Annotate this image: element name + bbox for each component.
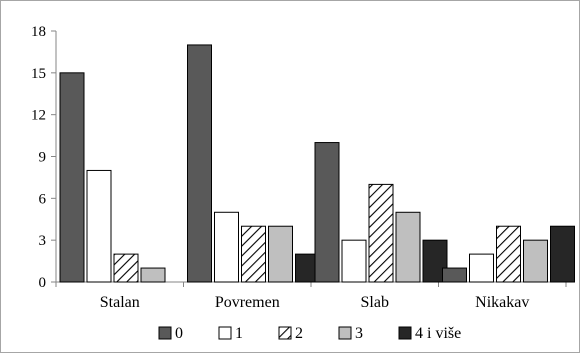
legend-swatch xyxy=(218,326,232,340)
bar-series-0-povremen xyxy=(187,44,212,283)
bar-series-3-nikakav xyxy=(523,239,548,283)
x-category-label: Slab xyxy=(361,294,389,311)
bars-group xyxy=(59,44,575,283)
bar-series-1-slab xyxy=(341,239,367,283)
bar-series-0-stalan xyxy=(59,72,85,283)
axes xyxy=(51,30,567,287)
bar-series-0-slab xyxy=(314,142,340,283)
legend-label: 3 xyxy=(355,325,363,342)
bar-series-2-nikakav xyxy=(496,225,521,283)
bar-series-0-nikakav xyxy=(442,267,467,283)
legend-label: 4 i više xyxy=(415,325,461,342)
legend-swatch xyxy=(278,326,292,340)
bar-series-2-slab xyxy=(368,183,394,283)
y-tick-label: 9 xyxy=(39,150,47,166)
bar-series-1-nikakav xyxy=(469,253,494,283)
x-category-label: Nikakav xyxy=(475,294,529,311)
bar-series-3-stalan xyxy=(140,267,166,283)
bar-series-4-i-više-nikakav xyxy=(550,225,575,283)
y-tick-label: 15 xyxy=(31,66,46,82)
x-category-label: Povremen xyxy=(215,294,280,311)
legend-swatch xyxy=(338,326,352,340)
y-tick-label: 6 xyxy=(39,191,47,207)
y-tick-label: 0 xyxy=(39,275,47,291)
legend-swatch xyxy=(398,326,412,340)
bar-series-3-povremen xyxy=(268,225,293,283)
bar-series-2-stalan xyxy=(113,253,139,283)
y-tick-label: 12 xyxy=(31,108,46,124)
labels-group: 0 3 6 9 12 15 18 Stalan Povremen Slab Nikakav xyxy=(31,24,529,311)
y-tick-label: 3 xyxy=(39,233,47,249)
bar-series-3-slab xyxy=(395,211,421,283)
legend-label: 0 xyxy=(175,325,183,342)
bar-series-2-povremen xyxy=(241,225,266,283)
legend-label: 1 xyxy=(235,325,243,342)
bar-series-1-stalan xyxy=(86,169,112,283)
legend: 0 1 2 3 4 i više xyxy=(158,325,461,342)
legend-label: 2 xyxy=(295,325,303,342)
bar-series-1-povremen xyxy=(214,211,239,283)
legend-swatch xyxy=(158,326,172,340)
y-tick-label: 18 xyxy=(31,24,46,40)
x-category-label: Stalan xyxy=(100,294,140,311)
